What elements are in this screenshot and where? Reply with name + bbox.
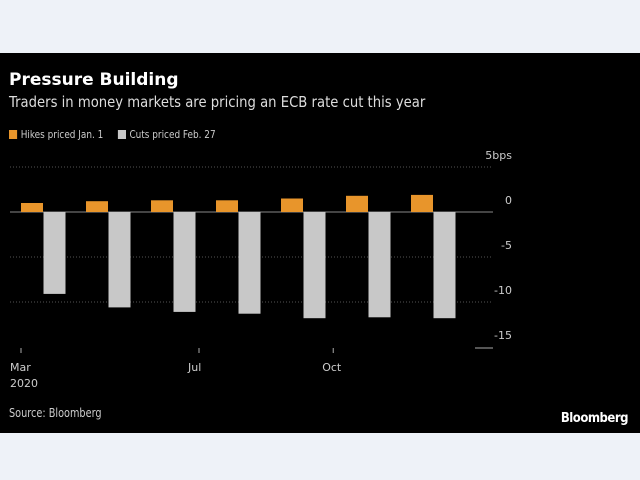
bar-hikes bbox=[86, 201, 108, 212]
y-tick-label: 0 bbox=[505, 194, 512, 207]
legend-label-cuts: Cuts priced Feb. 27 bbox=[129, 128, 216, 141]
y-tick-label: -15 bbox=[494, 329, 512, 342]
bar-hikes bbox=[346, 195, 368, 212]
bar-cuts bbox=[108, 212, 131, 308]
x-tick-label: Oct bbox=[322, 361, 342, 374]
legend: Hikes priced Jan. 1 Cuts priced Feb. 27 bbox=[9, 128, 216, 141]
bar-cuts bbox=[303, 212, 326, 319]
bar-hikes bbox=[281, 198, 303, 212]
bar-cuts bbox=[368, 212, 391, 318]
source-note: Source: Bloomberg bbox=[9, 406, 102, 420]
bar-cuts bbox=[238, 212, 261, 314]
bar-cuts bbox=[43, 212, 66, 294]
y-tick-label: -5 bbox=[501, 239, 512, 252]
bar-hikes bbox=[216, 200, 238, 212]
x-tick-sublabel: 2020 bbox=[10, 377, 38, 390]
chart-title: Pressure Building bbox=[9, 70, 179, 90]
chart-panel: Pressure Building Traders in money marke… bbox=[0, 53, 640, 433]
bar-cuts bbox=[173, 212, 196, 312]
bloomberg-logo: Bloomberg bbox=[560, 411, 629, 426]
bar-hikes bbox=[21, 203, 43, 212]
y-tick-label: -10 bbox=[494, 284, 512, 297]
y-tick-label: 5bps bbox=[485, 149, 512, 162]
bar-hikes bbox=[411, 194, 433, 212]
legend-swatch-cuts bbox=[117, 130, 126, 139]
legend-swatch-hikes bbox=[9, 130, 18, 139]
bar-cuts bbox=[433, 212, 456, 319]
x-tick-label: Jul bbox=[187, 361, 201, 374]
x-tick-label: Mar bbox=[10, 361, 31, 374]
chart-subtitle: Traders in money markets are pricing an … bbox=[9, 93, 426, 111]
legend-label-hikes: Hikes priced Jan. 1 bbox=[20, 128, 104, 141]
bar-hikes bbox=[151, 200, 173, 212]
